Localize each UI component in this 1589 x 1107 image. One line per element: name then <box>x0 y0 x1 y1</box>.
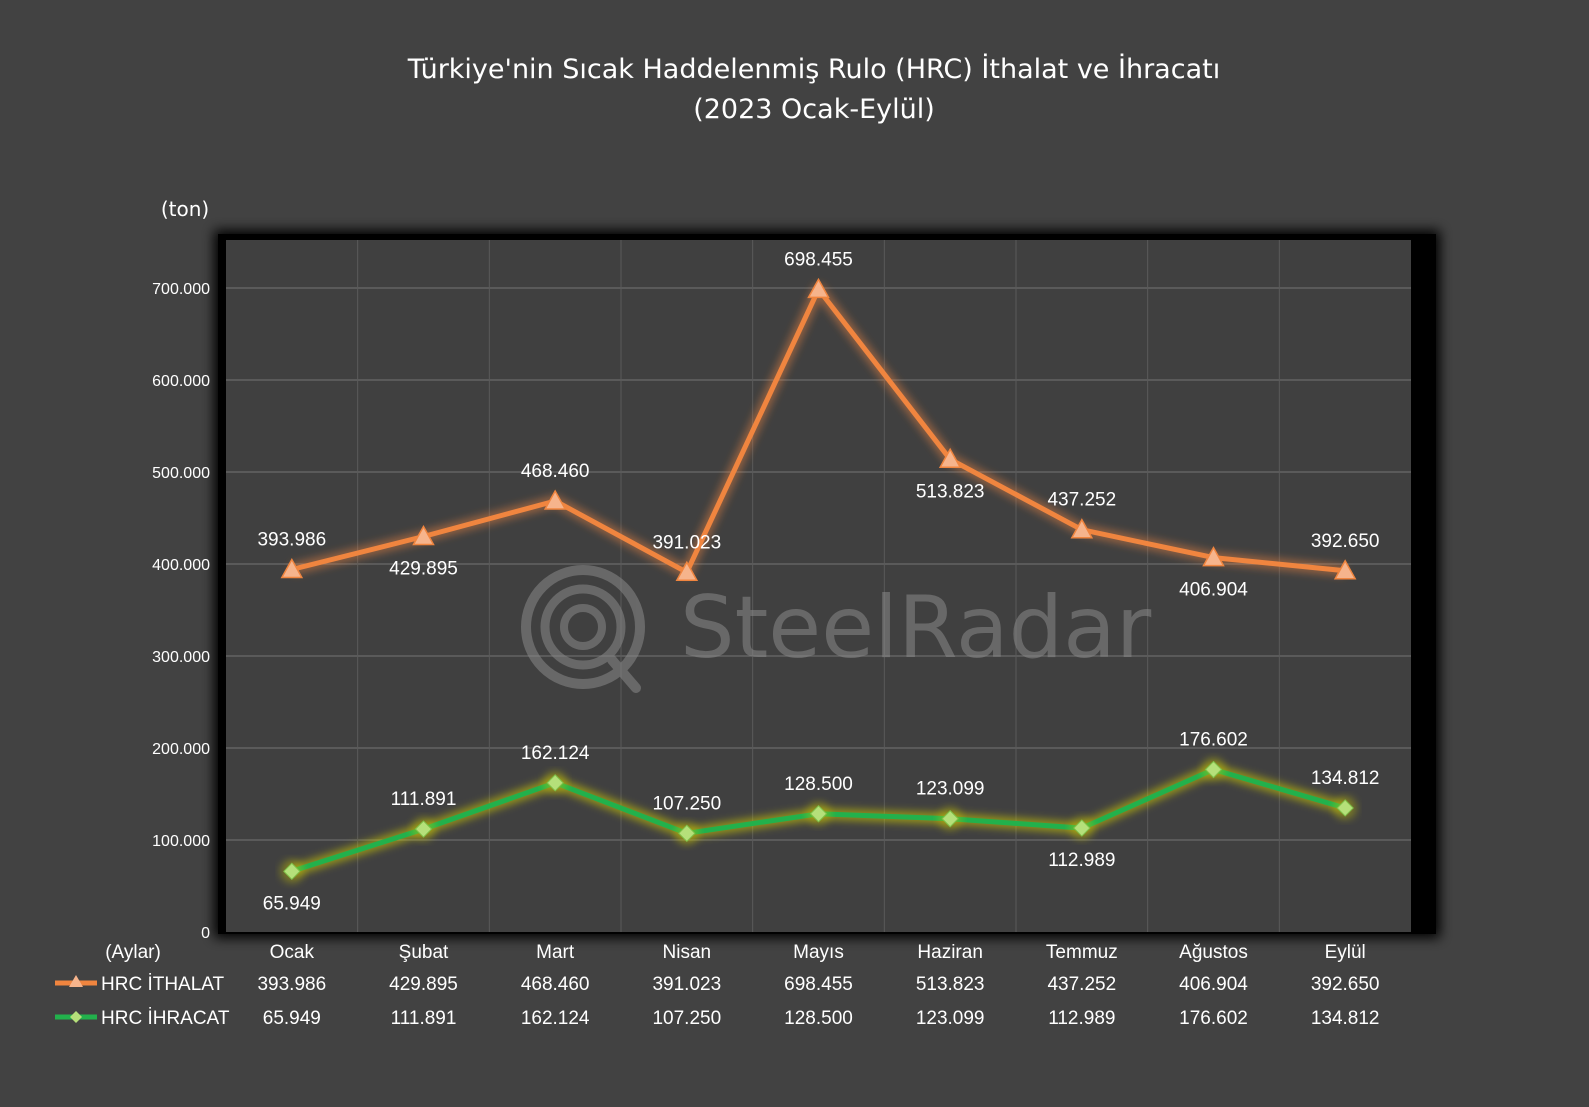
data-label: 437.252 <box>1047 490 1116 511</box>
data-point-triangle <box>675 560 699 582</box>
data-point-diamond <box>1204 760 1223 779</box>
data-table-cell: 429.895 <box>389 974 458 995</box>
legend-key-hrc-ithalat <box>55 975 97 987</box>
data-table-cell: 65.949 <box>263 1008 321 1029</box>
y-tick-label: 600.000 <box>152 373 210 390</box>
data-table-series-name: HRC İHRACAT <box>101 1008 230 1029</box>
y-tick-label: 200.000 <box>152 741 210 758</box>
data-table-cell: 406.904 <box>1179 974 1248 995</box>
data-point-triangle <box>938 447 962 469</box>
series-hrc-ihracat <box>279 757 1358 884</box>
data-label: 128.500 <box>784 774 853 795</box>
data-point-diamond <box>941 810 959 828</box>
data-label: 107.250 <box>652 793 721 814</box>
data-table-series-name: HRC İTHALAT <box>101 974 225 995</box>
data-point-diamond <box>546 774 564 792</box>
data-labels: 393.986 429.895 468.460 391.023 698.455 513.8… <box>257 249 1379 914</box>
data-table-cell: 698.455 <box>784 974 853 995</box>
data-label: 406.904 <box>1179 580 1248 601</box>
data-table-cell: 111.891 <box>391 1008 457 1029</box>
x-category-label: Mayıs <box>793 942 844 963</box>
data-table-cell: 176.602 <box>1179 1008 1248 1029</box>
y-axis-unit-label: (ton) <box>161 197 209 221</box>
x-category-label: Mart <box>536 942 575 963</box>
data-table-cell: 128.500 <box>784 1008 853 1029</box>
data-label: 65.949 <box>263 893 321 914</box>
data-table-cell: 123.099 <box>916 1008 985 1029</box>
data-label: 393.986 <box>257 530 326 551</box>
data-point-diamond <box>283 862 301 881</box>
y-tick-label: 700.000 <box>152 281 210 298</box>
series-hrc-ithalat <box>280 277 1357 582</box>
data-table-cell: 392.650 <box>1311 974 1380 995</box>
data-label: 123.099 <box>916 779 985 800</box>
data-table: Ocak Şubat Mart Nisan Mayıs Haziran Temmuz Ağus… <box>55 942 1380 1029</box>
x-category-label: Nisan <box>663 942 712 963</box>
y-tick-label: 300.000 <box>152 649 210 666</box>
data-table-cell: 391.023 <box>652 974 721 995</box>
data-label: 162.124 <box>521 743 590 764</box>
data-label: 392.650 <box>1311 531 1380 552</box>
legend-diamond-marker <box>70 1011 82 1023</box>
data-table-cell: 513.823 <box>916 974 985 995</box>
data-label: 391.023 <box>652 532 721 553</box>
x-category-label: Şubat <box>399 942 449 963</box>
steelradar-watermark-logo <box>521 565 645 693</box>
data-point-diamond <box>414 820 433 838</box>
data-point-triangle <box>412 524 435 546</box>
data-point-triangle <box>543 489 567 510</box>
series-layer <box>279 277 1358 884</box>
data-point-triangle <box>280 557 304 579</box>
data-label: 429.895 <box>389 558 458 579</box>
x-category-label: Ağustos <box>1179 942 1248 963</box>
data-point-triangle <box>1070 518 1094 539</box>
y-tick-label: 500.000 <box>152 465 210 482</box>
x-category-label: Haziran <box>917 942 982 963</box>
legend-key-hrc-ihracat <box>55 1011 97 1023</box>
x-category-label: Temmuz <box>1046 942 1118 963</box>
y-tick-label: 0 <box>201 925 210 942</box>
data-table-cell: 437.252 <box>1047 974 1116 995</box>
data-table-cell: 162.124 <box>521 1008 590 1029</box>
x-axis-label: (Aylar) <box>105 942 161 963</box>
x-category-label: Ocak <box>270 942 315 963</box>
data-point-diamond <box>1336 799 1354 817</box>
data-label: 513.823 <box>916 481 985 502</box>
data-label: 134.812 <box>1311 768 1380 789</box>
y-tick-label: 100.000 <box>152 833 210 850</box>
y-tick-label: 400.000 <box>152 557 210 574</box>
data-point-triangle <box>1333 559 1357 580</box>
chart-title: Türkiye'nin Sıcak Haddelenmiş Rulo (HRC)… <box>407 53 1220 85</box>
data-label: 698.455 <box>784 249 853 270</box>
data-point-triangle <box>807 277 830 299</box>
y-axis-ticks: 0 100.000 200.000 300.000 400.000 500.000 600.… <box>152 281 210 942</box>
data-point-diamond <box>1073 819 1091 837</box>
steelradar-watermark-text: SteelRadar <box>680 578 1152 678</box>
data-table-cell: 393.986 <box>257 974 326 995</box>
data-label: 468.460 <box>521 461 590 482</box>
data-table-cell: 134.812 <box>1311 1008 1380 1029</box>
data-point-triangle <box>1202 546 1225 567</box>
x-category-label: Eylül <box>1325 942 1366 963</box>
data-table-cell: 107.250 <box>652 1008 721 1029</box>
data-label: 112.989 <box>1048 850 1115 871</box>
chart-subtitle: (2023 Ocak-Eylül) <box>693 94 935 125</box>
data-table-cell: 468.460 <box>521 974 590 995</box>
data-label: 111.891 <box>391 789 457 810</box>
legend-triangle-marker <box>69 975 83 987</box>
data-point-diamond <box>809 805 828 823</box>
data-point-diamond <box>678 824 696 843</box>
data-table-cell: 112.989 <box>1048 1008 1115 1029</box>
data-label: 176.602 <box>1179 730 1248 751</box>
